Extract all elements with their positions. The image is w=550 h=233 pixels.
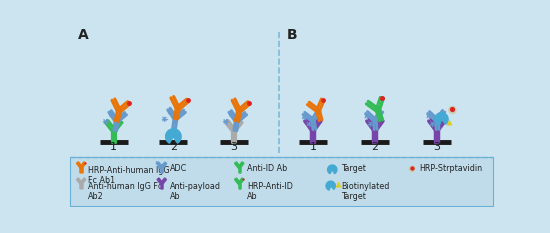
Text: Anti-ID Ab: Anti-ID Ab [247,164,287,173]
Text: Anti-payload
Ab: Anti-payload Ab [169,182,221,201]
Text: HRP-Anti-ID
Ab: HRP-Anti-ID Ab [247,182,293,201]
FancyBboxPatch shape [70,157,493,206]
Circle shape [409,166,415,171]
Text: Biotinylated
Target: Biotinylated Target [342,182,390,201]
Text: 1: 1 [309,142,316,152]
Text: Anti-human IgG Fc
Ab2: Anti-human IgG Fc Ab2 [88,182,162,201]
Text: ADC: ADC [169,164,187,173]
Wedge shape [326,181,336,190]
Text: 3: 3 [230,142,238,152]
Wedge shape [328,165,337,174]
Text: Target: Target [342,164,366,173]
Text: HRP-Anti-human IgG
Fc Ab1: HRP-Anti-human IgG Fc Ab1 [88,166,170,185]
Circle shape [449,106,456,113]
Text: 2: 2 [371,142,378,152]
Text: B: B [287,28,297,42]
Text: A: A [78,28,89,42]
Text: HRP-Strptavidin: HRP-Strptavidin [419,164,482,173]
Text: 2: 2 [170,142,177,152]
Wedge shape [435,113,448,125]
Text: 3: 3 [433,142,441,152]
Text: 1: 1 [110,142,117,152]
Wedge shape [166,129,181,143]
